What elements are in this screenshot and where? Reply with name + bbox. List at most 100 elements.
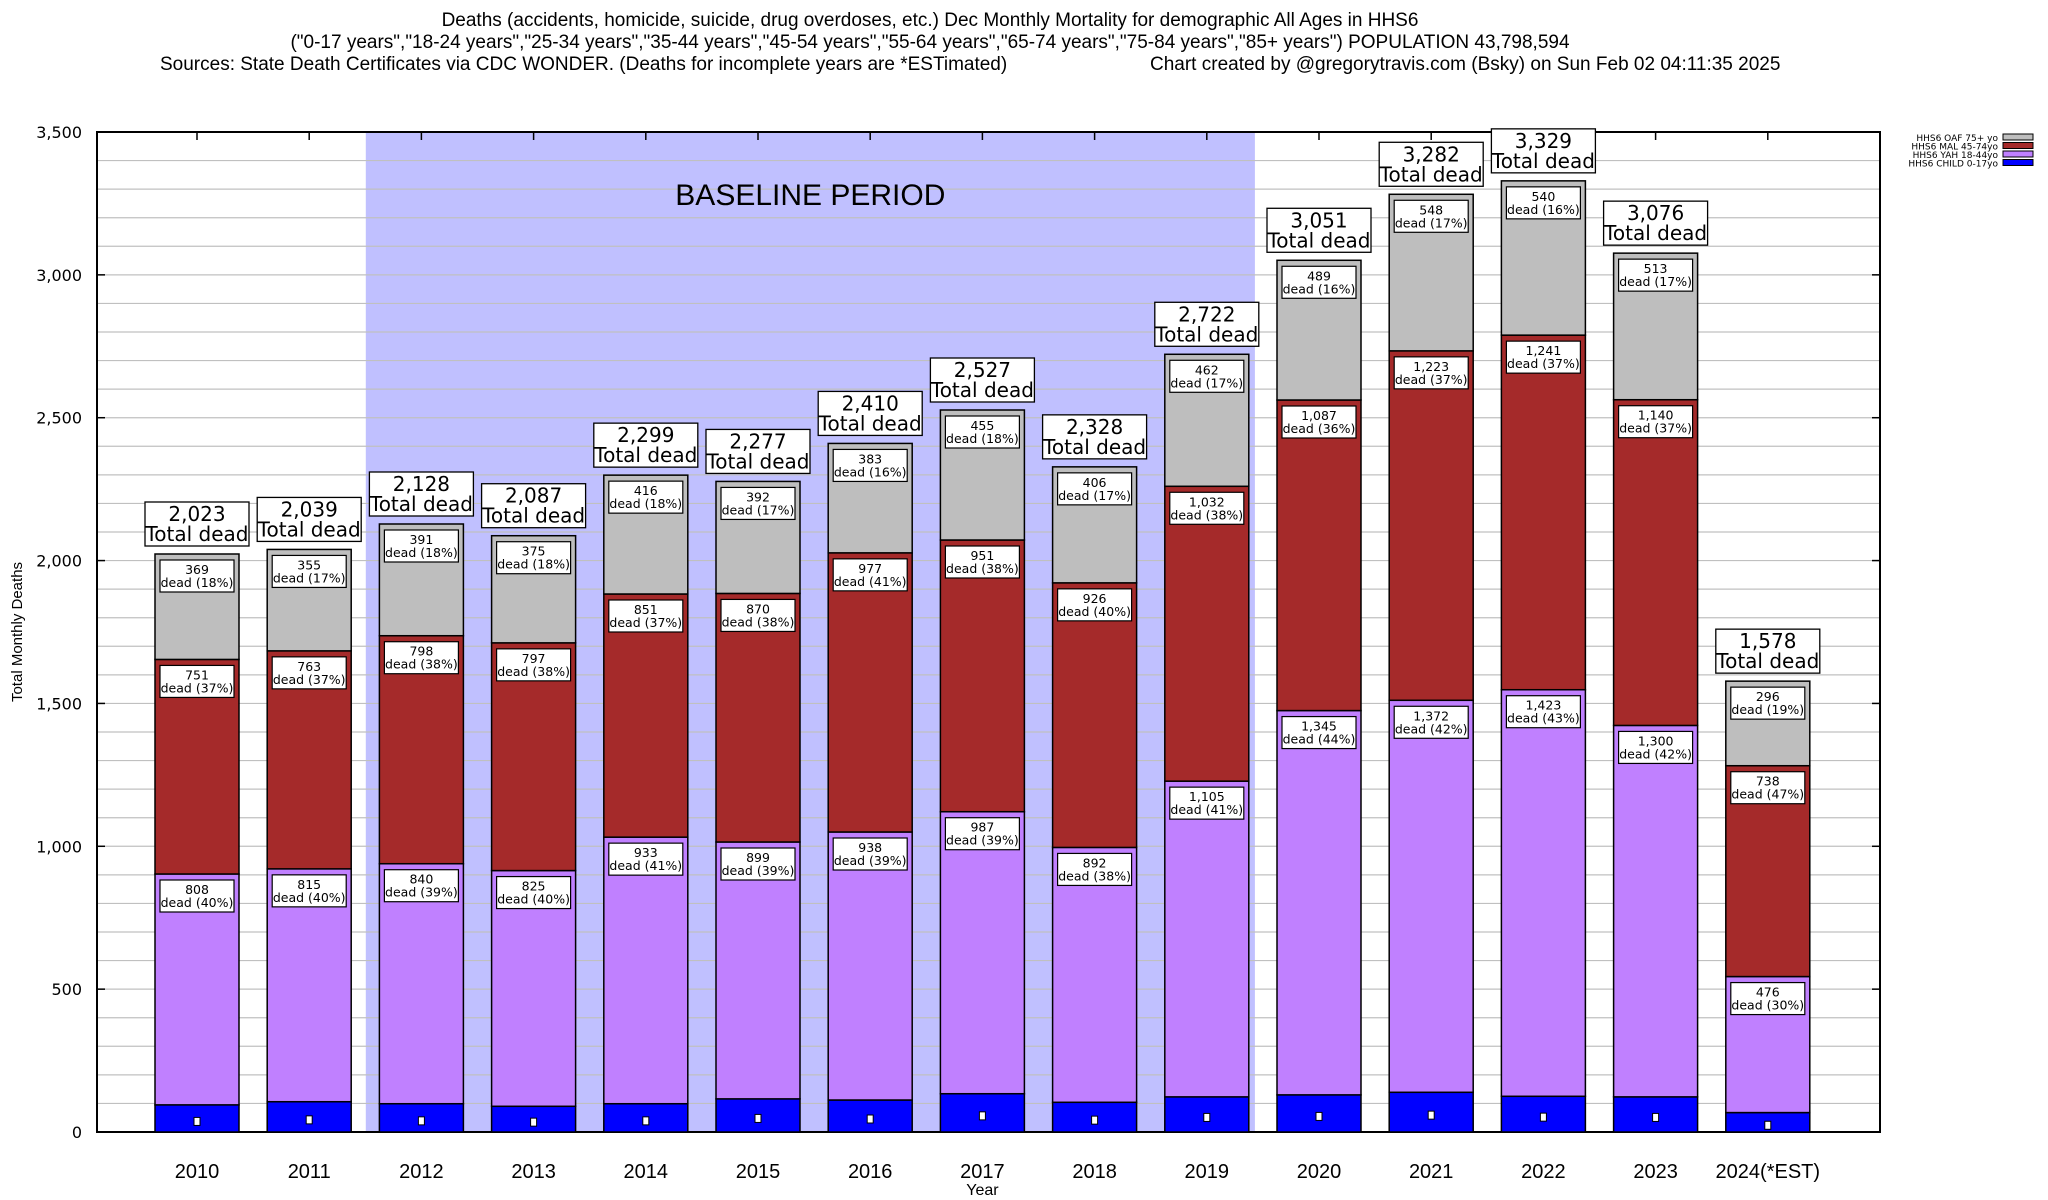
segment-label-line: 840 (409, 872, 433, 887)
segment-label-line: 977 (858, 561, 882, 576)
total-label-box (817, 390, 923, 437)
segment-label-box (1393, 199, 1469, 233)
segment-label-line: dead (36%) (1283, 421, 1356, 436)
chart-title-line-2: ("0-17 years","18-24 years","25-34 years… (290, 32, 1570, 53)
segment-label-line: 870 (746, 601, 770, 616)
segment-label-oaf: 383 dead (16%) (834, 451, 907, 479)
segment-label-oaf: 355 dead (17%) (273, 557, 346, 585)
total-label-box (368, 471, 475, 517)
total-label-box (256, 496, 362, 543)
segment-label-line: dead (42%) (1619, 746, 1692, 761)
segment-label-oaf: 406 dead (17%) (1058, 475, 1131, 503)
segment-label-yah: 815 dead (40%) (273, 877, 346, 905)
total-value-label: 2,039 (281, 497, 338, 521)
child-value-marker (642, 1116, 650, 1126)
child-value-marker (305, 1115, 313, 1125)
segment-label-line: 540 (1531, 189, 1555, 204)
total-label-box (929, 357, 1036, 403)
bar-segment-yah (1500, 688, 1587, 1098)
segment-label-box (832, 558, 908, 592)
bar-group-2019: 1,105 dead (41%) 1,032 dead (38%) 462 dead (1… (1154, 132, 1260, 1183)
total-value-label: 3,329 (1515, 129, 1572, 153)
total-label-box (1602, 200, 1709, 246)
bar-segment-mal (1276, 399, 1362, 712)
segment-label-line: dead (40%) (273, 890, 346, 905)
segment-label-box (496, 648, 572, 682)
bar-segment-mal (715, 592, 801, 843)
segment-label-oaf: 489 dead (16%) (1283, 268, 1356, 296)
segment-label-box (159, 559, 235, 593)
segment-label-line: 1,423 (1526, 698, 1562, 713)
segment-label-box (1056, 472, 1133, 506)
bar-segment-yah (1164, 780, 1250, 1098)
bar-group-2020: 1,345 dead (44%) 1,087 dead (36%) 489 dead (1… (1266, 132, 1372, 1183)
segment-label-line: 798 (409, 644, 433, 659)
bar-segment-mal (939, 539, 1026, 813)
x-tick-label: 2010 (175, 1161, 220, 1183)
segment-label-line: dead (40%) (497, 892, 570, 907)
segment-label-yah: 840 dead (39%) (385, 872, 458, 900)
segment-label-mal: 926 dead (40%) (1058, 591, 1131, 619)
segment-label-line: 1,241 (1526, 343, 1562, 358)
legend-swatch-mal (2002, 142, 2034, 149)
segment-label-line: 369 (185, 562, 209, 577)
segment-label-box (383, 529, 459, 563)
segment-label-yah: 476 dead (30%) (1731, 985, 1804, 1013)
segment-label-oaf: 455 dead (18%) (946, 418, 1019, 446)
segment-label-line: 1,300 (1638, 733, 1674, 748)
segment-label-mal: 870 dead (38%) (722, 601, 795, 629)
segment-label-line: 406 (1083, 475, 1107, 490)
segment-label-box (1056, 852, 1133, 887)
segment-label-line: dead (37%) (1619, 421, 1692, 436)
x-tick-label: 2012 (399, 1161, 444, 1183)
segment-label-line: dead (17%) (1395, 215, 1468, 230)
segment-label-box (383, 641, 459, 675)
legend-label-mal: HHS6 MAL 45-74yo (1911, 143, 1998, 153)
child-value-marker (1427, 1110, 1435, 1120)
segment-label-mal: 1,241 dead (37%) (1507, 343, 1580, 371)
segment-label-oaf: 540 dead (16%) (1507, 189, 1580, 217)
segment-label-yah: 825 dead (40%) (497, 879, 570, 907)
segment-label-line: dead (38%) (946, 561, 1019, 576)
segment-label-oaf: 369 dead (18%) (161, 562, 234, 590)
segment-label-yah: 1,372 dead (42%) (1395, 708, 1468, 736)
child-value-marker (754, 1113, 762, 1123)
child-value-marker (866, 1114, 874, 1124)
total-value-label: 3,051 (1290, 208, 1347, 232)
segment-label-line: 825 (522, 879, 546, 894)
segment-label-oaf: 391 dead (18%) (385, 532, 458, 560)
segment-label-line: 926 (1083, 591, 1107, 606)
segment-label-line: 392 (746, 489, 770, 504)
bar-segment-yah (715, 841, 801, 1100)
bar-segment-yah (1051, 846, 1138, 1104)
segment-label-line: 1,140 (1638, 408, 1674, 423)
segment-label-box (944, 545, 1021, 579)
segment-label-line: dead (39%) (834, 853, 907, 868)
segment-label-line: 355 (297, 557, 321, 572)
segment-label-line: 851 (634, 602, 658, 617)
baseline-period-label: BASELINE PERIOD (675, 179, 945, 212)
segment-label-line: 987 (970, 820, 994, 835)
segment-label-line: dead (38%) (385, 657, 458, 672)
total-value-label: 3,076 (1627, 201, 1684, 225)
segment-label-box (944, 415, 1021, 449)
total-label-box (1378, 141, 1484, 187)
segment-label-line: dead (41%) (834, 574, 907, 589)
segment-label-line: dead (18%) (497, 557, 570, 572)
bar-segment-yah (1276, 709, 1362, 1096)
segment-label-line: dead (39%) (946, 833, 1019, 848)
segment-label-box (832, 448, 908, 483)
y-tick-label: 2,000 (36, 552, 82, 571)
segment-label-yah: 1,300 dead (42%) (1619, 733, 1692, 761)
segment-label-box (1169, 491, 1245, 525)
bar-segment-mal (1164, 485, 1250, 782)
segment-label-line: dead (41%) (609, 858, 682, 873)
segment-label-line: 455 (970, 418, 994, 433)
y-tick-label: 3,500 (36, 123, 82, 142)
bar-segment-yah (603, 836, 689, 1105)
y-tick-label: 1,500 (36, 694, 82, 713)
total-suffix-label: Total dead (1715, 649, 1819, 673)
child-value-marker (1203, 1112, 1211, 1122)
bar-segment-yah (827, 831, 913, 1101)
segment-label-line: 1,087 (1301, 408, 1337, 423)
